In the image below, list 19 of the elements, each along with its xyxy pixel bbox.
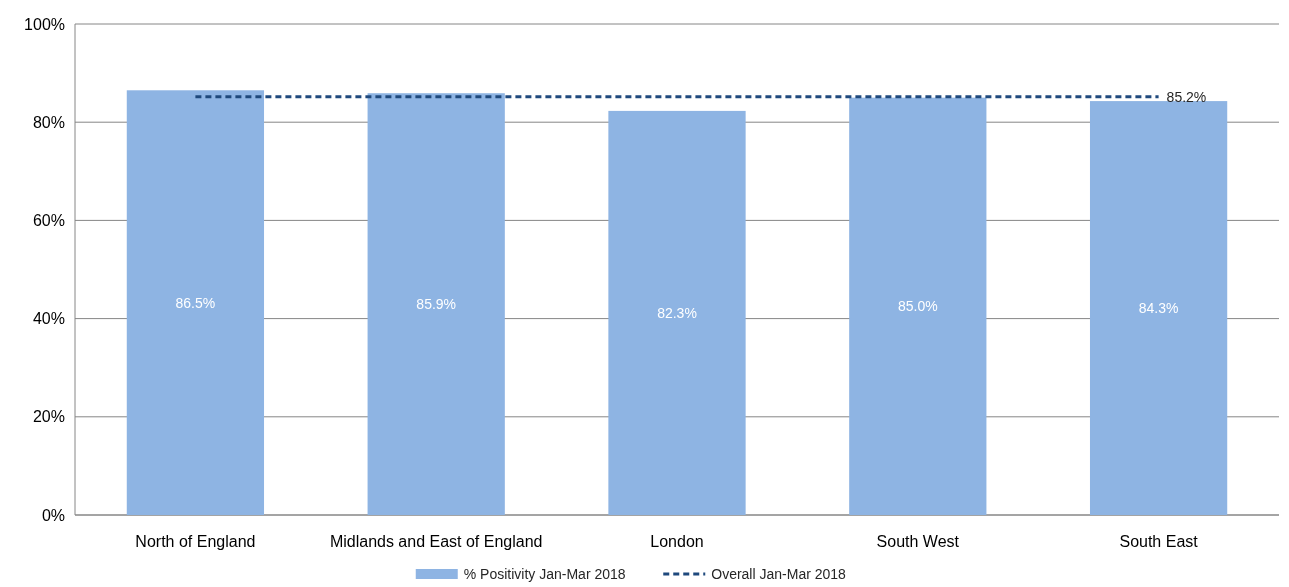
- x-tick-label: South East: [1119, 533, 1199, 550]
- data-label: 85.0%: [897, 298, 938, 315]
- data-label: 82.3%: [657, 304, 697, 321]
- legend-label: Overall Jan-Mar 2018: [711, 566, 847, 582]
- legend-label: % Positivity Jan-Mar 2018: [463, 566, 626, 582]
- data-label: 85.9%: [416, 296, 457, 313]
- x-tick-label: London: [650, 533, 704, 550]
- y-tick-label: 0%: [41, 506, 65, 524]
- y-tick-label: 40%: [32, 310, 65, 328]
- x-tick-label: North of England: [135, 533, 256, 550]
- x-tick-label: South West: [876, 533, 960, 550]
- x-tick-label: Midlands and East of England: [329, 533, 543, 550]
- y-tick-label: 80%: [32, 113, 65, 131]
- y-tick-label: 100%: [24, 15, 65, 33]
- y-tick-label: 60%: [32, 212, 65, 229]
- y-tick-label: 20%: [32, 408, 65, 426]
- data-label: 86.5%: [175, 294, 216, 311]
- data-label: 85.2%: [1166, 88, 1207, 105]
- data-label: 84.3%: [1138, 299, 1179, 316]
